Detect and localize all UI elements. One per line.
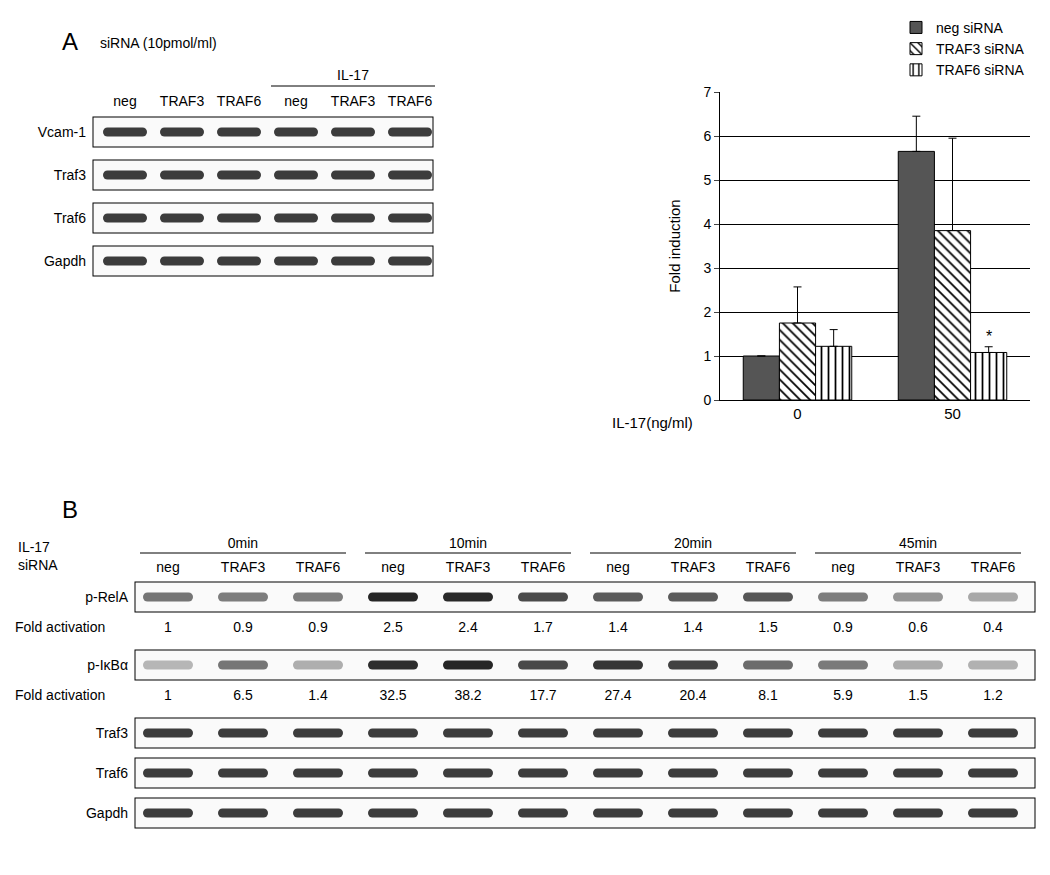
svg-text:siRNA (10pmol/ml): siRNA (10pmol/ml) — [100, 35, 217, 51]
svg-text:neg: neg — [156, 559, 179, 575]
svg-text:Traf3: Traf3 — [54, 167, 86, 183]
svg-text:2.5: 2.5 — [383, 619, 403, 635]
svg-text:4: 4 — [703, 216, 711, 232]
svg-text:TRAF3: TRAF3 — [671, 559, 716, 575]
svg-text:17.7: 17.7 — [529, 687, 556, 703]
svg-text:neg: neg — [113, 93, 136, 109]
svg-text:27.4: 27.4 — [604, 687, 631, 703]
svg-text:TRAF6: TRAF6 — [971, 559, 1016, 575]
svg-text:Traf6: Traf6 — [54, 210, 86, 226]
svg-text:1: 1 — [703, 348, 711, 364]
svg-text:TRAF6: TRAF6 — [746, 559, 791, 575]
svg-text:IL-17: IL-17 — [18, 539, 50, 555]
svg-text:TRAF3: TRAF3 — [446, 559, 491, 575]
svg-text:Fold activation: Fold activation — [15, 687, 105, 703]
svg-text:TRAF3 siRNA: TRAF3 siRNA — [936, 41, 1025, 57]
svg-text:0.9: 0.9 — [308, 619, 328, 635]
svg-text:0: 0 — [703, 392, 711, 408]
svg-text:1.4: 1.4 — [308, 687, 328, 703]
svg-text:TRAF6: TRAF6 — [388, 93, 433, 109]
svg-text:TRAF6: TRAF6 — [296, 559, 341, 575]
svg-text:5: 5 — [703, 172, 711, 188]
svg-text:0min: 0min — [228, 535, 258, 551]
svg-text:1.2: 1.2 — [983, 687, 1003, 703]
svg-text:TRAF3: TRAF3 — [331, 93, 376, 109]
svg-text:TRAF3: TRAF3 — [160, 93, 205, 109]
svg-text:IL-17(ng/ml): IL-17(ng/ml) — [612, 414, 693, 431]
svg-text:6.5: 6.5 — [233, 687, 253, 703]
svg-text:neg: neg — [606, 559, 629, 575]
svg-text:TRAF3: TRAF3 — [896, 559, 941, 575]
svg-text:Fold activation: Fold activation — [15, 619, 105, 635]
svg-text:1.7: 1.7 — [533, 619, 553, 635]
svg-text:2.4: 2.4 — [458, 619, 478, 635]
svg-text:1.4: 1.4 — [683, 619, 703, 635]
svg-text:1.5: 1.5 — [908, 687, 928, 703]
svg-text:p-RelA: p-RelA — [85, 589, 128, 605]
svg-text:1: 1 — [164, 619, 172, 635]
svg-text:0.9: 0.9 — [233, 619, 253, 635]
svg-text:Fold induction: Fold induction — [666, 199, 683, 292]
svg-text:10min: 10min — [449, 535, 487, 551]
svg-text:*: * — [986, 328, 992, 345]
svg-text:siRNA: siRNA — [18, 557, 58, 573]
svg-text:neg: neg — [831, 559, 854, 575]
svg-text:neg siRNA: neg siRNA — [936, 20, 1004, 36]
svg-text:20.4: 20.4 — [679, 687, 706, 703]
svg-text:5.9: 5.9 — [833, 687, 853, 703]
svg-text:0.6: 0.6 — [908, 619, 928, 635]
svg-text:neg: neg — [381, 559, 404, 575]
svg-text:3: 3 — [703, 260, 711, 276]
svg-text:neg: neg — [284, 93, 307, 109]
svg-text:0.9: 0.9 — [833, 619, 853, 635]
svg-text:38.2: 38.2 — [454, 687, 481, 703]
svg-text:45min: 45min — [899, 535, 937, 551]
svg-text:Traf6: Traf6 — [96, 765, 128, 781]
svg-text:1.4: 1.4 — [608, 619, 628, 635]
svg-text:Gapdh: Gapdh — [44, 253, 86, 269]
svg-text:1: 1 — [164, 687, 172, 703]
svg-text:1.5: 1.5 — [758, 619, 778, 635]
svg-text:0: 0 — [793, 405, 801, 422]
svg-text:Gapdh: Gapdh — [86, 805, 128, 821]
svg-text:p-IκBα: p-IκBα — [87, 657, 128, 673]
svg-text:B: B — [62, 496, 78, 523]
svg-text:TRAF6: TRAF6 — [521, 559, 566, 575]
svg-text:TRAF6 siRNA: TRAF6 siRNA — [936, 62, 1025, 78]
svg-text:0.4: 0.4 — [983, 619, 1003, 635]
svg-text:Vcam-1: Vcam-1 — [38, 124, 86, 140]
svg-text:32.5: 32.5 — [379, 687, 406, 703]
svg-text:8.1: 8.1 — [758, 687, 778, 703]
svg-text:2: 2 — [703, 304, 711, 320]
svg-text:A: A — [62, 28, 78, 55]
svg-text:Traf3: Traf3 — [96, 725, 128, 741]
svg-text:TRAF3: TRAF3 — [221, 559, 266, 575]
svg-text:IL-17: IL-17 — [337, 67, 369, 83]
svg-text:50: 50 — [944, 405, 961, 422]
svg-text:20min: 20min — [674, 535, 712, 551]
svg-text:7: 7 — [703, 84, 711, 100]
svg-text:6: 6 — [703, 128, 711, 144]
svg-text:TRAF6: TRAF6 — [217, 93, 262, 109]
